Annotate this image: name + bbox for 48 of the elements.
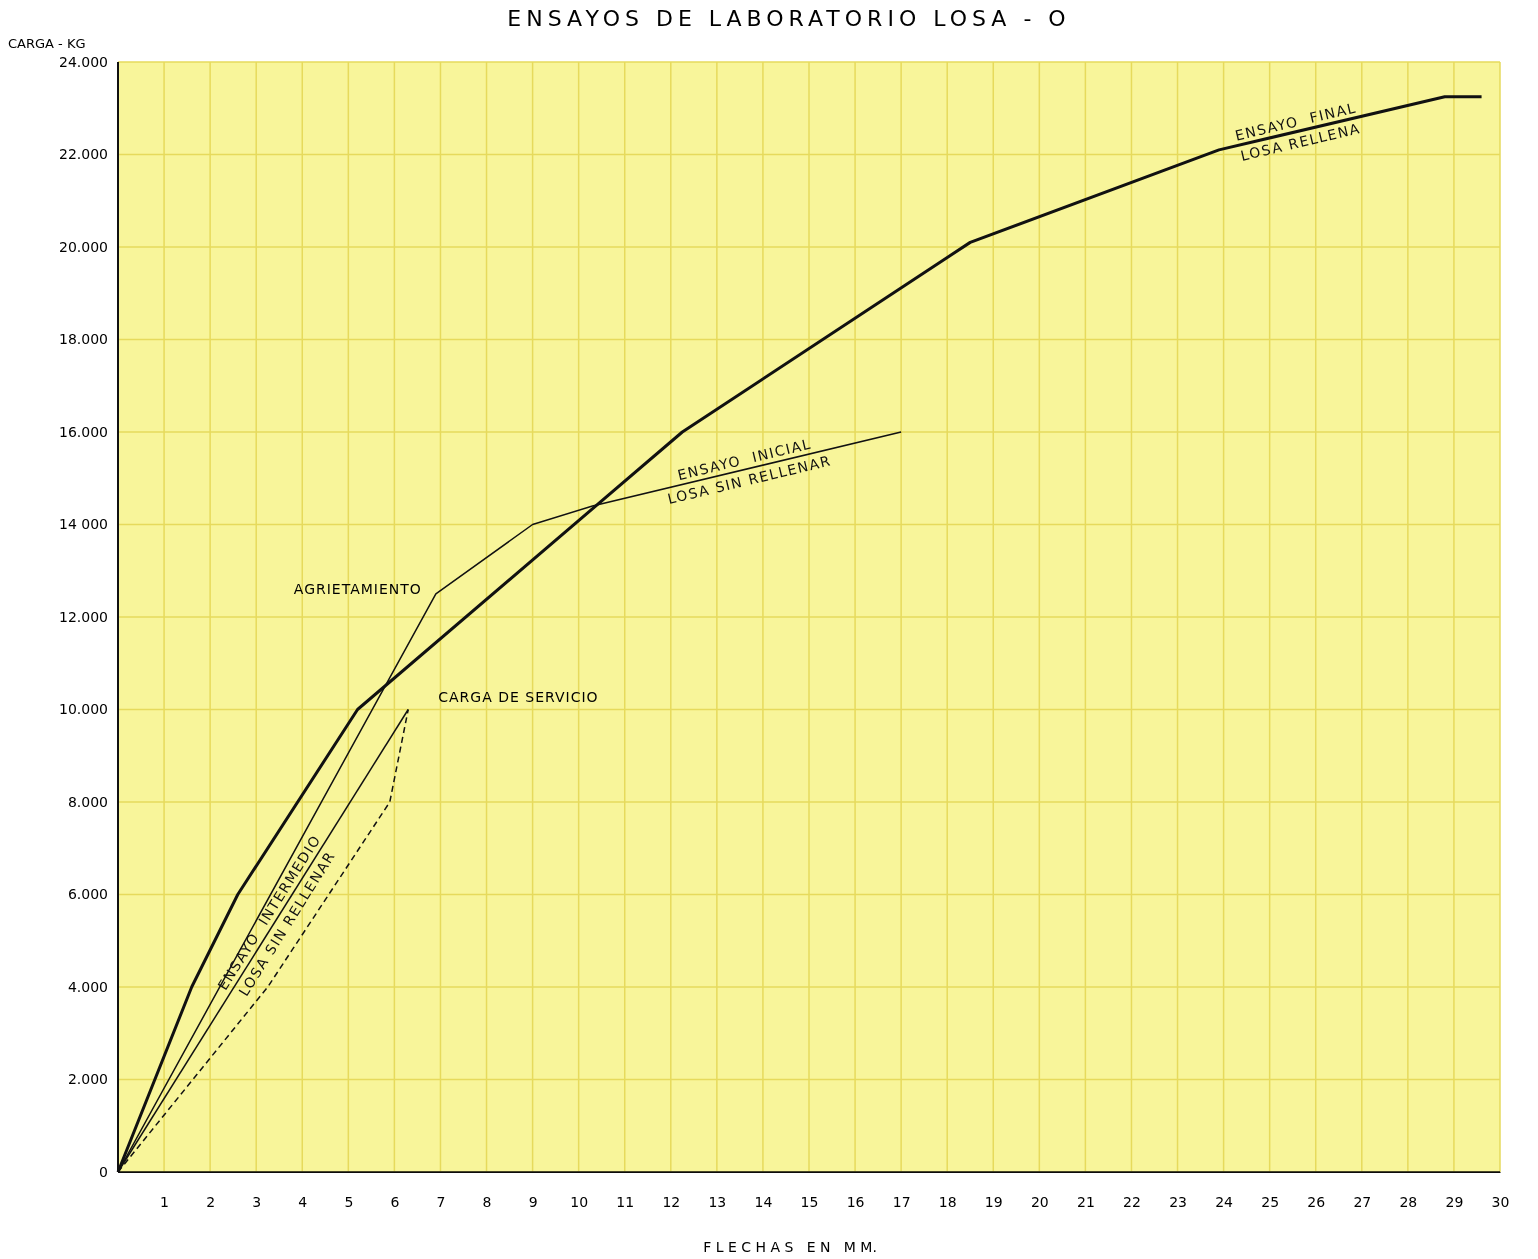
x-tick-label: 20 — [1030, 1193, 1049, 1210]
x-tick-label: 13 — [708, 1193, 727, 1210]
y-tick-label: 0 — [99, 1163, 108, 1180]
y-tick-label: 18.000 — [59, 331, 108, 348]
x-axis-title: F L E C H A S E N M M. — [703, 1239, 877, 1255]
x-tick-label: 7 — [436, 1193, 446, 1210]
x-tick-label: 14 — [754, 1193, 773, 1210]
x-tick-label: 10 — [570, 1193, 589, 1210]
x-tick-label: 6 — [390, 1193, 400, 1210]
x-tick-label: 25 — [1261, 1193, 1280, 1210]
x-tick-label: 30 — [1491, 1193, 1510, 1210]
x-tick-label: 18 — [938, 1193, 957, 1210]
x-tick-label: 21 — [1076, 1193, 1095, 1210]
y-axis-title: CARGA - KG — [8, 36, 86, 51]
y-tick-label: 14 000 — [59, 516, 108, 533]
x-tick-label: 26 — [1307, 1193, 1326, 1210]
x-tick-label: 9 — [528, 1193, 538, 1210]
annotation: CARGA DE SERVICIO — [438, 688, 599, 705]
y-tick-label: 6.000 — [67, 886, 108, 903]
x-tick-label: 23 — [1169, 1193, 1187, 1210]
x-tick-label: 19 — [984, 1193, 1003, 1210]
x-tick-label: 2 — [206, 1193, 216, 1210]
x-tick-label: 11 — [616, 1193, 635, 1210]
x-tick-label: 29 — [1445, 1193, 1464, 1210]
y-tick-label: 24.000 — [59, 53, 108, 70]
x-tick-label: 8 — [482, 1193, 492, 1210]
y-tick-label: 16.000 — [59, 423, 108, 440]
x-tick-label: 27 — [1353, 1193, 1372, 1210]
x-tick-label: 3 — [252, 1193, 262, 1210]
x-tick-label: 15 — [800, 1193, 819, 1210]
y-tick-label: 12.000 — [59, 608, 108, 625]
x-tick-label: 17 — [892, 1193, 911, 1210]
x-tick-label: 5 — [344, 1193, 354, 1210]
y-tick-label: 22.000 — [59, 146, 108, 163]
x-tick-label: 1 — [160, 1193, 170, 1210]
y-tick-label: 4.000 — [67, 978, 108, 995]
annotation: AGRIETAMIENTO — [293, 580, 422, 597]
x-tick-label: 4 — [298, 1193, 308, 1210]
x-tick-label: 22 — [1123, 1193, 1141, 1210]
x-tick-label: 16 — [846, 1193, 865, 1210]
x-tick-label: 28 — [1399, 1193, 1418, 1210]
x-tick-label: 24 — [1215, 1193, 1234, 1210]
chart-title: ENSAYOS DE LABORATORIO LOSA - O — [507, 6, 1071, 31]
x-tick-label: 12 — [662, 1193, 681, 1210]
y-tick-label: 2.000 — [67, 1071, 108, 1088]
y-tick-label: 10.000 — [59, 701, 108, 718]
y-tick-label: 8.000 — [67, 793, 108, 810]
y-tick-label: 20.000 — [59, 238, 108, 255]
